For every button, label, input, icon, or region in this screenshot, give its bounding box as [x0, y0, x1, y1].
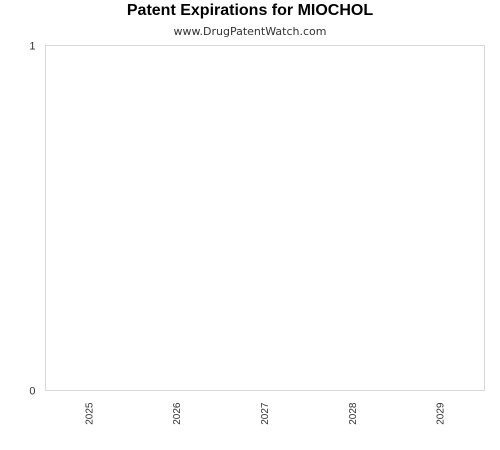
- chart-subtitle: www.DrugPatentWatch.com: [173, 25, 327, 38]
- plot-frame: [45, 45, 485, 391]
- x-tick-label: 2028: [348, 402, 359, 425]
- chart-title: Patent Expirations for MIOCHOL: [126, 2, 374, 19]
- x-tick-label: 2029: [436, 402, 447, 425]
- y-tick-label: 1: [29, 41, 35, 53]
- x-tick-label: 2026: [172, 402, 183, 425]
- x-tick-label: 2027: [260, 402, 271, 425]
- x-tick-label: 2025: [84, 402, 95, 425]
- y-tick-label: 0: [29, 386, 35, 398]
